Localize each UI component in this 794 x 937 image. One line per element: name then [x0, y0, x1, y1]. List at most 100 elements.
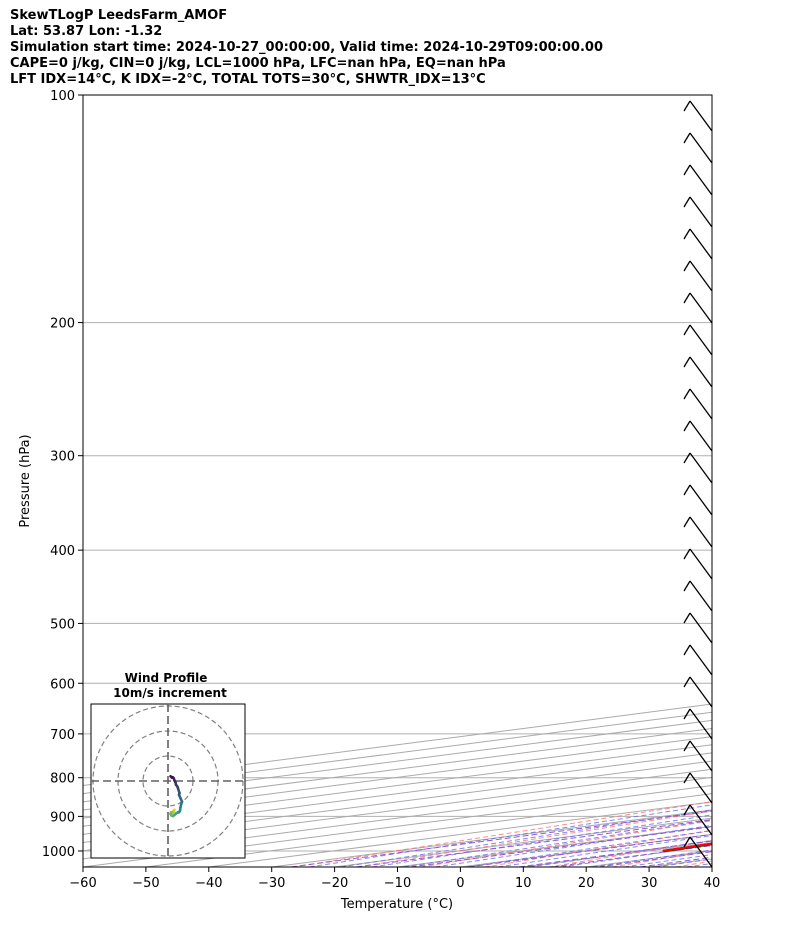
wind-barb-flag — [683, 388, 691, 400]
wind-barb-flag — [683, 580, 691, 592]
wind-barb-flag — [683, 516, 691, 528]
isotherm-line — [334, 817, 712, 867]
wind-barb-flag — [683, 644, 691, 656]
wind-barb — [689, 772, 713, 804]
wind-barb-flag — [683, 484, 691, 496]
isotherm-line — [83, 719, 712, 803]
isotherm-line — [83, 727, 712, 811]
mixing-ratio-line — [410, 826, 712, 867]
dewpoint-profile-line — [662, 843, 712, 852]
y-tick-label: 100 — [50, 89, 75, 104]
wind-barb — [689, 420, 713, 452]
moist-adiabat-line — [435, 824, 712, 867]
isotherm-line — [586, 850, 712, 867]
y-tick-label: 800 — [50, 772, 75, 787]
wind-barb — [689, 580, 713, 612]
dry-adiabat-line — [675, 860, 712, 867]
parcel-fill-area — [663, 843, 712, 851]
dry-adiabat-line — [484, 830, 712, 867]
isotherm-line — [83, 703, 712, 787]
title-station: SkewTLogP LeedsFarm_AMOF — [10, 8, 228, 23]
mixing-ratio-line — [598, 851, 712, 867]
x-tick-label: −40 — [195, 876, 222, 891]
wind-barb — [689, 356, 713, 388]
y-tick-label: 900 — [50, 810, 75, 825]
axis-ticks: −60 −50 −40 −30 −20 −10 0 10 20 30 40 100 200 300 400 5… — [42, 89, 720, 891]
y-tick-label: 200 — [50, 317, 75, 332]
y-tick-label: 500 — [50, 617, 75, 632]
wind-barb — [689, 804, 713, 836]
dry-adiabat-line — [740, 95, 794, 867]
dry-adiabat-line — [293, 801, 712, 867]
x-tick-label: 10 — [515, 876, 532, 891]
x-tick-label: −30 — [258, 876, 285, 891]
wind-barb-flag — [683, 740, 691, 752]
wind-barb — [689, 612, 713, 644]
moist-adiabat-line — [592, 849, 712, 867]
wind-barb — [689, 836, 713, 868]
title-time: Simulation start time: 2024-10-27_00:00:… — [10, 40, 603, 55]
y-tick-label: 300 — [50, 450, 75, 465]
wind-barb — [689, 324, 713, 356]
title-indices-2: LFT IDX=14°C, K IDX=-2°C, TOTAL TOTS=30°… — [10, 72, 486, 87]
y-tick-label: 700 — [50, 728, 75, 743]
wind-barb-flag — [683, 548, 691, 560]
wind-barb-flag — [683, 772, 691, 784]
wind-barb — [689, 484, 713, 516]
wind-barb-flag — [683, 228, 691, 240]
mixing-ratio-line — [290, 810, 712, 867]
moist-adiabat-line — [466, 829, 712, 867]
wind-barb — [689, 292, 713, 324]
moist-adiabat-line — [498, 835, 712, 867]
wind-barb-flag — [683, 164, 691, 176]
y-tick-label: 1000 — [42, 845, 75, 860]
wind-barb — [689, 132, 713, 164]
wind-barb — [689, 452, 713, 484]
wind-barb-flag — [683, 100, 691, 112]
wind-barb-flag — [683, 420, 691, 432]
mixing-ratio-line — [356, 819, 712, 867]
y-axis-label: Pressure (hPa) — [18, 434, 33, 527]
wind-barb-flag — [683, 356, 691, 368]
moist-adiabat-line — [309, 804, 712, 867]
wind-barb — [689, 708, 713, 740]
moist-adiabat-line — [340, 809, 712, 867]
isotherm-line — [208, 801, 712, 867]
isotherm-line — [460, 833, 712, 867]
hodograph-inset: Wind Profile 10m/s increment — [90, 671, 246, 859]
dry-adiabat-line — [612, 850, 712, 867]
y-tick-label: 400 — [50, 544, 75, 559]
moist-adiabat-line — [623, 854, 712, 867]
wind-barb — [689, 740, 713, 772]
wind-barb — [689, 676, 713, 708]
wind-barb-flag — [683, 292, 691, 304]
dry-adiabat-line — [356, 810, 712, 867]
wind-barb-flag — [683, 260, 691, 272]
x-tick-label: 20 — [578, 876, 595, 891]
temperature-profile-line — [663, 842, 712, 852]
wind-barb — [689, 164, 713, 196]
isotherm-line — [83, 711, 712, 795]
wind-barb-flag — [683, 804, 691, 816]
wind-barb-flag — [683, 836, 691, 848]
x-tick-label: −60 — [69, 876, 96, 891]
title-latlon: Lat: 53.87 Lon: -1.32 — [10, 24, 163, 39]
x-tick-label: −20 — [321, 876, 348, 891]
wind-barb-flag — [683, 324, 691, 336]
wind-barb — [689, 260, 713, 292]
moist-adiabat-line — [372, 814, 712, 867]
wind-barb-flag — [683, 708, 691, 720]
y-tick-label: 600 — [50, 677, 75, 692]
wind-barb — [689, 644, 713, 676]
parcel-profile-line — [663, 842, 712, 853]
dry-adiabat-line — [548, 839, 712, 867]
x-tick-label: 0 — [456, 876, 464, 891]
x-tick-label: 30 — [641, 876, 658, 891]
wind-barb — [689, 100, 713, 132]
isotherm-line — [711, 866, 712, 867]
wind-barb-flag — [683, 196, 691, 208]
x-tick-label: 40 — [704, 876, 721, 891]
wind-barb-flag — [683, 132, 691, 144]
wind-barb — [689, 548, 713, 580]
